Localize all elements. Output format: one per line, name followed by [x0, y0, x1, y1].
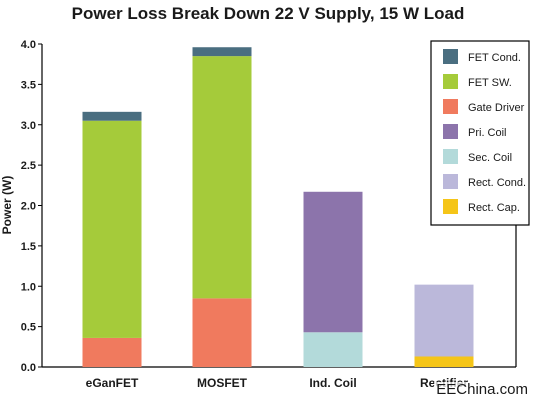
- x-tick-label: MOSFET: [197, 376, 248, 390]
- y-tick-label: 0.5: [21, 322, 36, 334]
- x-tick-label: Ind. Coil: [309, 376, 356, 390]
- chart-title: Power Loss Break Down 22 V Supply, 15 W …: [72, 4, 465, 23]
- y-axis-label: Power (W): [0, 176, 14, 235]
- legend-swatch: [443, 174, 458, 189]
- y-tick-label: 0.0: [21, 362, 36, 374]
- y-tick-label: 3.0: [21, 120, 36, 132]
- y-tick-label: 1.5: [21, 241, 36, 253]
- bar-segment: [303, 332, 363, 367]
- legend-label: Rect. Cond.: [468, 177, 526, 189]
- bar-segment: [82, 337, 142, 367]
- watermark-text: EEChina.com: [434, 381, 530, 398]
- legend-swatch: [443, 49, 458, 64]
- legend-swatch: [443, 199, 458, 214]
- legend-swatch: [443, 149, 458, 164]
- legend-label: Rect. Cap.: [468, 202, 520, 214]
- bar-segment: [82, 120, 142, 338]
- y-tick-label: 1.0: [21, 281, 36, 293]
- legend-swatch: [443, 124, 458, 139]
- bar-segment: [303, 191, 363, 333]
- legend-swatch: [443, 74, 458, 89]
- legend-swatch: [443, 99, 458, 114]
- y-tick-label: 4.0: [21, 39, 36, 51]
- legend-label: FET Cond.: [468, 52, 521, 64]
- legend-label: Gate Driver: [468, 102, 525, 114]
- y-tick-label: 2.0: [21, 201, 36, 213]
- legend-label: Pri. Coil: [468, 127, 507, 139]
- x-tick-label: eGanFET: [86, 376, 139, 390]
- bar-segment: [192, 47, 252, 57]
- bar-segment: [82, 111, 142, 121]
- legend-label: FET SW.: [468, 77, 512, 89]
- bar-segment: [192, 56, 252, 299]
- legend: FET Cond. FET SW. Gate Driver Pri. Coil Sec.…: [430, 40, 530, 226]
- y-tick-label: 2.5: [21, 160, 36, 172]
- bar-segment: [414, 356, 474, 367]
- y-tick-label: 3.5: [21, 79, 36, 91]
- bar-segment: [192, 298, 252, 367]
- legend-label: Sec. Coil: [468, 152, 512, 164]
- plot-area: 0.0 0.5 1.0 1.5 2.0 2.5 3.0 3.5 4.0 eGanFET MOSFET…: [21, 39, 517, 390]
- bar-segment: [414, 284, 474, 357]
